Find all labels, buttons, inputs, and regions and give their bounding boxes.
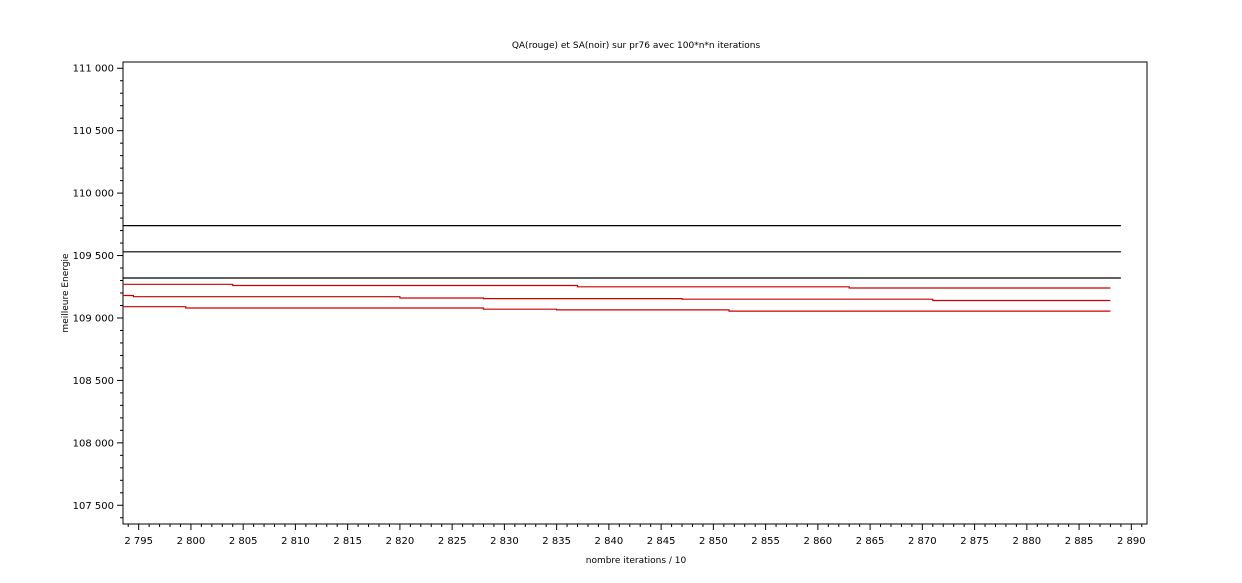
chart-title: QA(rouge) et SA(noir) sur pr76 avec 100*…	[512, 41, 761, 51]
x-tick-label: 2 825	[438, 536, 467, 547]
y-tick-label: 108 500	[73, 376, 114, 387]
y-tick-label: 107 500	[73, 501, 114, 512]
y-tick-label: 111 000	[73, 64, 114, 75]
y-tick-label: 109 000	[73, 313, 114, 324]
x-tick-label: 2 830	[490, 536, 519, 547]
x-tick-label: 2 850	[699, 536, 728, 547]
y-tick-label: 110 000	[73, 189, 114, 200]
x-tick-label: 2 880	[1013, 536, 1042, 547]
y-tick-label: 109 500	[73, 251, 114, 262]
x-tick-label: 2 810	[281, 536, 310, 547]
y-axis-title: meilleure Energie	[61, 253, 71, 333]
x-tick-label: 2 795	[124, 536, 153, 547]
y-tick-label: 110 500	[73, 126, 114, 137]
x-tick-label: 2 870	[908, 536, 937, 547]
y-axis: 107 500 108 000 108 500 109 000 109 500 110 0…	[73, 64, 123, 519]
x-tick-label: 2 855	[751, 536, 780, 547]
x-tick-label: 2 845	[647, 536, 676, 547]
series-layer	[123, 225, 1121, 312]
x-tick-label: 2 815	[333, 536, 362, 547]
x-tick-label: 2 860	[804, 536, 833, 547]
series-line-3	[123, 283, 1111, 289]
x-tick-label: 2 865	[856, 536, 885, 547]
x-tick-label: 2 835	[542, 536, 571, 547]
plot-frame	[122, 61, 1148, 525]
x-tick-label: 2 875	[960, 536, 989, 547]
series-line-4	[123, 294, 1111, 302]
x-tick-label: 2 805	[229, 536, 258, 547]
series-line-5	[123, 306, 1111, 312]
x-axis: 2 795 2 800 2 805 2 810 2 815 2 820 2 825 2 830…	[124, 524, 1146, 547]
x-axis-title: nombre iterations / 10	[586, 556, 687, 566]
x-tick-label: 2 840	[595, 536, 624, 547]
y-tick-label: 108 000	[73, 438, 114, 449]
x-tick-label: 2 890	[1117, 536, 1146, 547]
x-tick-label: 2 800	[177, 536, 206, 547]
x-tick-label: 2 885	[1065, 536, 1094, 547]
x-tick-label: 2 820	[386, 536, 415, 547]
